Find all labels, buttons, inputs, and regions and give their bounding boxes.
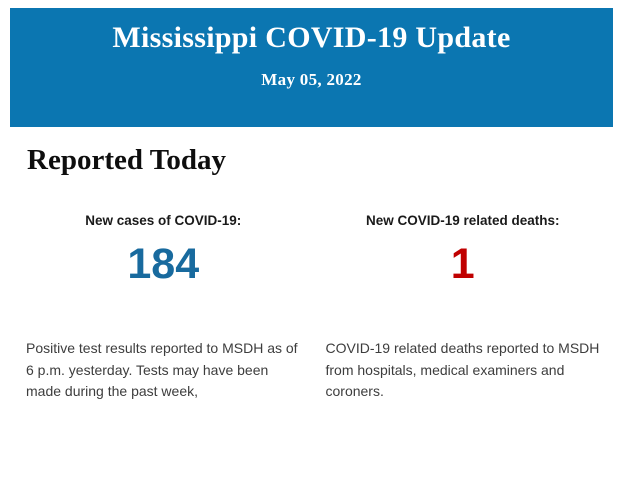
stat-value-new-cases: 184 — [127, 240, 200, 288]
stat-new-deaths: New COVID-19 related deaths: 1 COVID-19 … — [326, 176, 601, 403]
stat-label-new-cases: New cases of COVID-19: — [85, 213, 242, 228]
stat-value-new-deaths: 1 — [450, 240, 475, 288]
header-date: May 05, 2022 — [261, 70, 362, 89]
stat-label-new-deaths: New COVID-19 related deaths: — [365, 213, 560, 228]
stats-row: New cases of COVID-19: 184 Positive test… — [26, 176, 600, 403]
page-title: Mississippi COVID-19 Update — [112, 21, 511, 54]
stat-description-new-deaths: COVID-19 related deaths reported to MSDH… — [325, 340, 600, 399]
header-banner: Mississippi COVID-19 Update May 05, 2022 — [10, 8, 613, 127]
stat-new-cases: New cases of COVID-19: 184 Positive test… — [26, 176, 301, 403]
content-area: Reported Today New cases of COVID-19: 18… — [0, 144, 620, 403]
stat-description-new-cases: Positive test results reported to MSDH a… — [26, 340, 298, 399]
section-title: Reported Today — [27, 144, 227, 176]
